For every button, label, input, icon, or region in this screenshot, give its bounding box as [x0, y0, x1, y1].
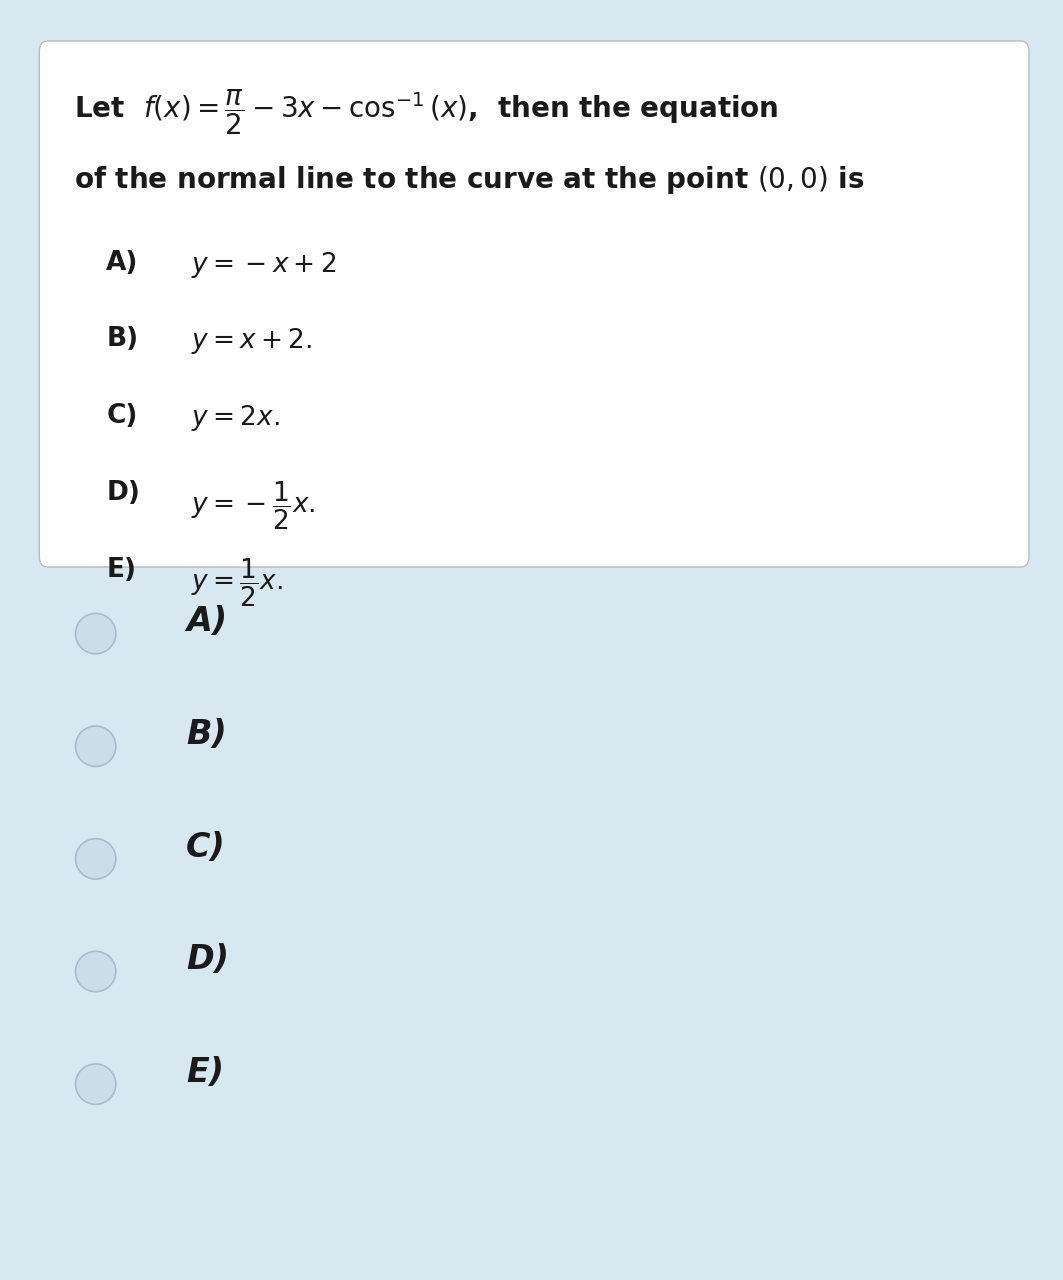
- Ellipse shape: [75, 613, 116, 654]
- Text: D): D): [186, 943, 229, 977]
- Text: E): E): [106, 557, 136, 582]
- Ellipse shape: [75, 726, 116, 767]
- Text: Let  $f(x) = \dfrac{\pi}{2} - 3x - \cos^{-1}(x)$,  then the equation: Let $f(x) = \dfrac{\pi}{2} - 3x - \cos^{…: [74, 87, 779, 137]
- Text: E): E): [186, 1056, 224, 1089]
- Ellipse shape: [75, 1064, 116, 1105]
- Text: $y = \dfrac{1}{2}x.$: $y = \dfrac{1}{2}x.$: [191, 557, 284, 609]
- Text: A): A): [186, 605, 227, 639]
- Text: $y = -\dfrac{1}{2}x.$: $y = -\dfrac{1}{2}x.$: [191, 480, 316, 532]
- Text: B): B): [186, 718, 226, 751]
- Ellipse shape: [75, 838, 116, 879]
- Text: $y = -x + 2$: $y = -x + 2$: [191, 250, 337, 279]
- Text: $y = 2x.$: $y = 2x.$: [191, 403, 280, 433]
- Text: B): B): [106, 326, 138, 352]
- Ellipse shape: [75, 951, 116, 992]
- Text: D): D): [106, 480, 140, 506]
- Text: A): A): [106, 250, 138, 275]
- Text: C): C): [106, 403, 138, 429]
- Text: of the normal line to the curve at the point $(0, 0)$ is: of the normal line to the curve at the p…: [74, 164, 865, 196]
- FancyBboxPatch shape: [39, 41, 1029, 567]
- Text: $y = x + 2.$: $y = x + 2.$: [191, 326, 313, 356]
- Text: C): C): [186, 831, 225, 864]
